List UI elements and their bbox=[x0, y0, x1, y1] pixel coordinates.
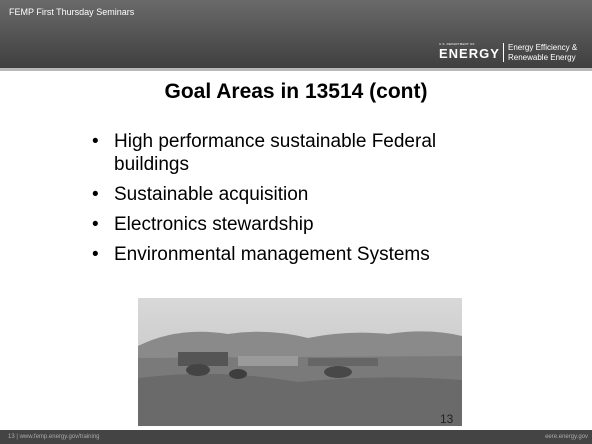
page-number: 13 bbox=[440, 412, 453, 426]
logo-wordmark: ENERGY bbox=[439, 46, 500, 61]
footer-right: eere.energy.gov bbox=[545, 434, 588, 440]
bullet-item: Electronics stewardship bbox=[90, 213, 470, 236]
logo-separator bbox=[503, 43, 504, 62]
bullet-item: High performance sustainable Federal bui… bbox=[90, 130, 470, 176]
bullet-item: Environmental management Systems bbox=[90, 243, 470, 266]
logo-office: Energy Efficiency & bbox=[508, 43, 577, 52]
series-name: FEMP First Thursday Seminars bbox=[9, 7, 134, 17]
campus-photo bbox=[138, 298, 462, 426]
logo-office: Renewable Energy bbox=[508, 53, 576, 62]
doe-logo: U.S. DEPARTMENT OF ENERGY Energy Efficie… bbox=[437, 42, 585, 64]
slide-title: Goal Areas in 13514 (cont) bbox=[0, 80, 592, 104]
slide: FEMP First Thursday Seminars U.S. DEPART… bbox=[0, 0, 592, 444]
bullet-list: High performance sustainable Federal bui… bbox=[90, 130, 470, 273]
footer-left: 13 | www.femp.energy.gov/training bbox=[8, 434, 100, 440]
bullet-item: Sustainable acquisition bbox=[90, 183, 470, 206]
footer-bar: 13 | www.femp.energy.gov/training eere.e… bbox=[0, 430, 592, 444]
header-bar: FEMP First Thursday Seminars U.S. DEPART… bbox=[0, 0, 592, 71]
